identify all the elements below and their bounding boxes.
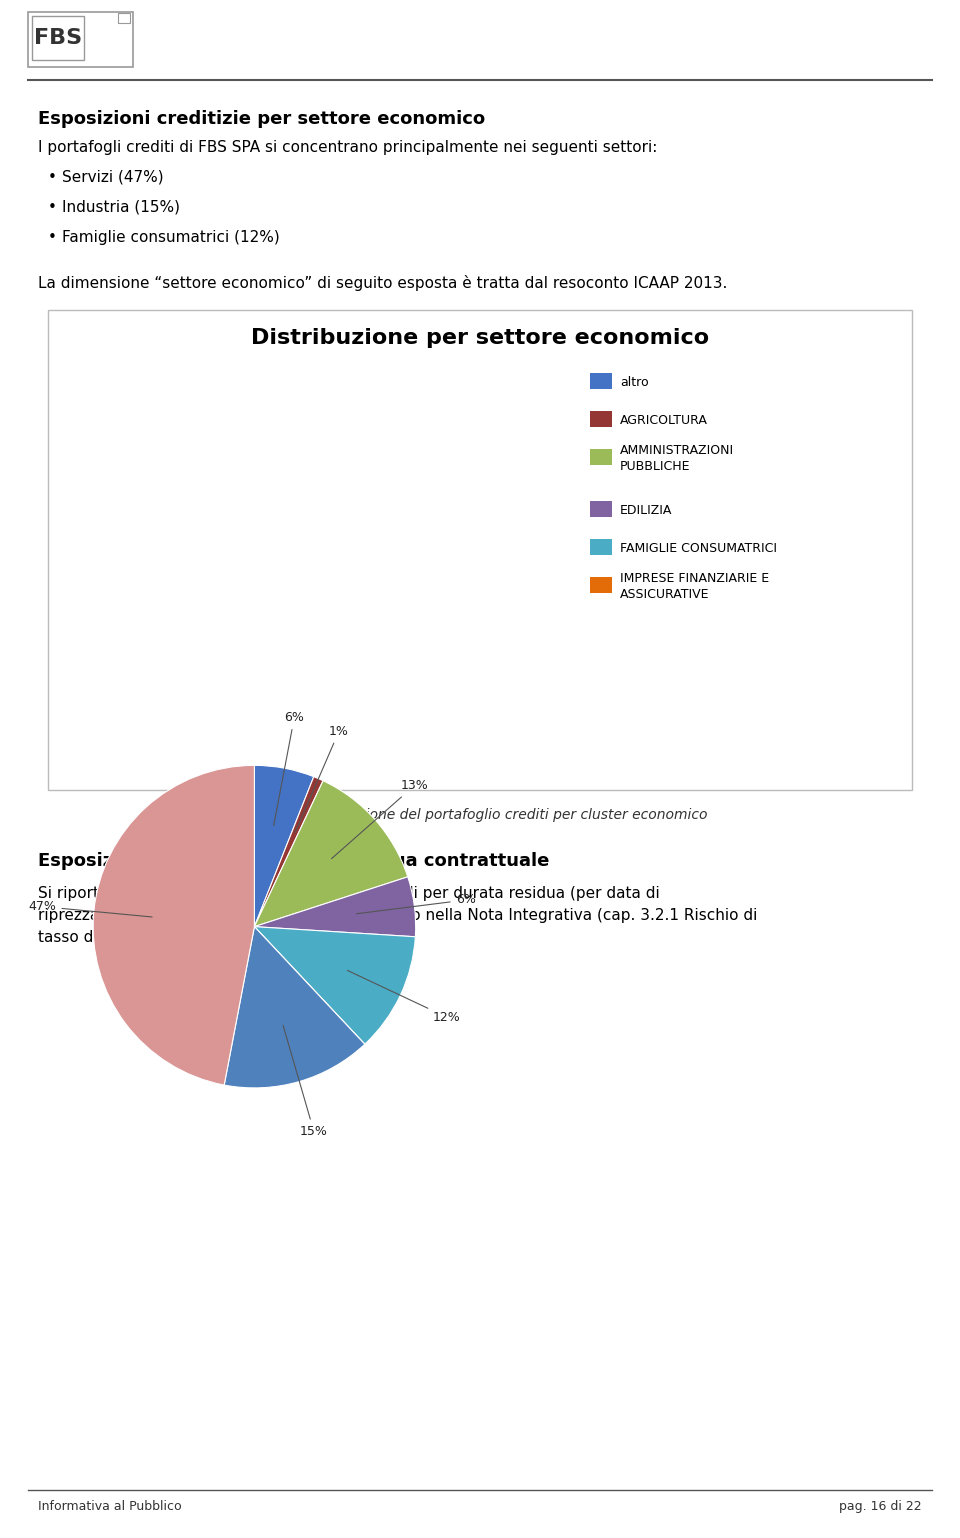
FancyBboxPatch shape bbox=[590, 501, 612, 517]
Wedge shape bbox=[254, 926, 365, 1044]
FancyBboxPatch shape bbox=[32, 15, 84, 60]
Text: 1%: 1% bbox=[296, 724, 348, 832]
Text: FBS: FBS bbox=[34, 28, 82, 48]
Wedge shape bbox=[254, 926, 416, 1044]
Text: pag. 16 di 22: pag. 16 di 22 bbox=[839, 1500, 922, 1513]
Wedge shape bbox=[254, 766, 314, 926]
Wedge shape bbox=[93, 766, 254, 1086]
Text: Esposizioni creditizie per vita residua contrattuale: Esposizioni creditizie per vita residua … bbox=[38, 852, 549, 871]
Text: I portafogli crediti di FBS SPA si concentrano principalmente nei seguenti setto: I portafogli crediti di FBS SPA si conce… bbox=[38, 140, 658, 155]
FancyBboxPatch shape bbox=[590, 411, 612, 428]
Wedge shape bbox=[225, 926, 365, 1087]
Text: •: • bbox=[48, 171, 57, 185]
FancyBboxPatch shape bbox=[590, 538, 612, 555]
Text: FAMIGLIE CONSUMATRICI: FAMIGLIE CONSUMATRICI bbox=[620, 541, 777, 555]
FancyBboxPatch shape bbox=[590, 374, 612, 389]
FancyBboxPatch shape bbox=[48, 311, 912, 791]
Text: 6%: 6% bbox=[356, 894, 475, 914]
Text: Servizi (47%): Servizi (47%) bbox=[62, 171, 163, 185]
Text: Industria (15%): Industria (15%) bbox=[62, 200, 180, 215]
Text: EDILIZIA: EDILIZIA bbox=[620, 503, 672, 517]
Text: •: • bbox=[48, 200, 57, 215]
FancyBboxPatch shape bbox=[590, 449, 612, 464]
Text: La dimensione “settore economico” di seguito esposta è tratta dal resoconto ICAA: La dimensione “settore economico” di seg… bbox=[38, 275, 728, 291]
Text: AGRICOLTURA: AGRICOLTURA bbox=[620, 414, 708, 426]
Wedge shape bbox=[254, 877, 416, 937]
Wedge shape bbox=[254, 777, 324, 926]
Text: AMMINISTRAZIONI
PUBBLICHE: AMMINISTRAZIONI PUBBLICHE bbox=[620, 443, 734, 472]
Text: IMPRESE FINANZIARIE E
ASSICURATIVE: IMPRESE FINANZIARIE E ASSICURATIVE bbox=[620, 572, 769, 600]
Text: Esposizioni creditizie per settore economico: Esposizioni creditizie per settore econo… bbox=[38, 111, 485, 128]
Text: altro: altro bbox=[620, 375, 649, 389]
Text: Si riporta di seguito la distribuzione dei portafogli per durata residua (per da: Si riporta di seguito la distribuzione d… bbox=[38, 886, 660, 901]
Wedge shape bbox=[254, 781, 408, 926]
FancyBboxPatch shape bbox=[28, 12, 133, 68]
Text: Distribuzione per settore economico: Distribuzione per settore economico bbox=[251, 328, 709, 348]
FancyBboxPatch shape bbox=[118, 12, 130, 23]
Text: riprezzamento), coerentemente a quanto indicato nella Nota Integrativa (cap. 3.2: riprezzamento), coerentemente a quanto i… bbox=[38, 907, 757, 923]
Text: Famiglie consumatrici (12%): Famiglie consumatrici (12%) bbox=[62, 231, 279, 245]
Text: Informativa al Pubblico: Informativa al Pubblico bbox=[38, 1500, 181, 1513]
Text: 47%: 47% bbox=[29, 900, 152, 917]
Text: 15%: 15% bbox=[283, 1026, 327, 1138]
Text: •: • bbox=[48, 231, 57, 245]
Text: 6%: 6% bbox=[274, 711, 304, 826]
Text: 13%: 13% bbox=[331, 780, 428, 858]
Text: 12%: 12% bbox=[348, 970, 461, 1024]
Text: Fig. 2 - Distribuzione del portafoglio crediti per cluster economico: Fig. 2 - Distribuzione del portafoglio c… bbox=[252, 807, 708, 821]
FancyBboxPatch shape bbox=[590, 577, 612, 594]
Text: tasso d’interesse):: tasso d’interesse): bbox=[38, 930, 180, 944]
